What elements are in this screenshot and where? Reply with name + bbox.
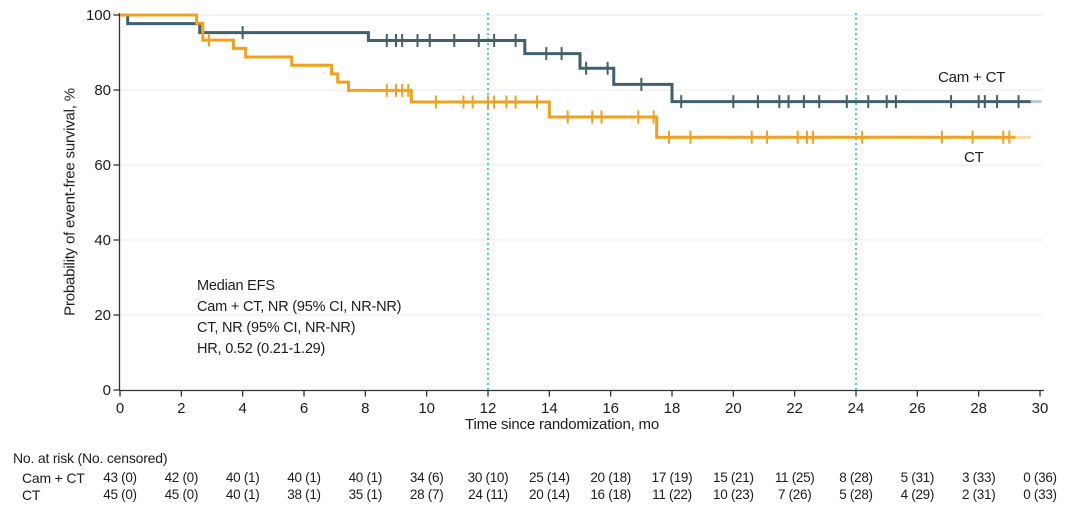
risk-cell: 40 (1) bbox=[225, 487, 260, 502]
reference-lines bbox=[487, 13, 858, 390]
risk-cell: 11 (25) bbox=[774, 470, 815, 485]
risk-cell: 28 (7) bbox=[409, 487, 444, 502]
x-tick-label: 16 bbox=[602, 400, 619, 417]
x-tick-label: 26 bbox=[909, 400, 926, 417]
risk-cell: 20 (18) bbox=[590, 470, 632, 485]
x-tick-label: 6 bbox=[300, 400, 308, 417]
risk-cell: 34 (6) bbox=[409, 470, 444, 485]
risk-cell: 4 (29) bbox=[900, 487, 935, 502]
risk-cell: 45 (0) bbox=[103, 487, 137, 502]
censor-ticks-cam-ct bbox=[241, 26, 1020, 109]
curve-label-ct: CT bbox=[964, 149, 984, 166]
risk-cell: 2 (31) bbox=[961, 487, 996, 502]
y-axis-label: Probability of event-free survival, % bbox=[61, 88, 79, 316]
y-tick-label: 0 bbox=[103, 382, 111, 399]
risk-cell: 3 (33) bbox=[961, 470, 996, 485]
risk-cell: 17 (19) bbox=[651, 470, 693, 485]
risk-table-header: No. at risk (No. censored) bbox=[13, 450, 168, 466]
risk-cell: 5 (28) bbox=[839, 487, 873, 502]
risk-cell: 35 (1) bbox=[348, 487, 383, 502]
risk-cell: 24 (11) bbox=[468, 487, 508, 502]
risk-row-label: Cam + CT bbox=[22, 470, 85, 486]
risk-cell: 16 (18) bbox=[590, 487, 632, 502]
x-tick-label: 4 bbox=[238, 400, 246, 417]
x-tick-label: 10 bbox=[418, 400, 435, 417]
survival-curve-cam-ct bbox=[120, 13, 1042, 109]
x-tick-label: 28 bbox=[970, 400, 987, 417]
risk-cell: 0 (36) bbox=[1023, 470, 1057, 485]
risk-cell: 8 (28) bbox=[839, 470, 873, 485]
curve-label-cam-ct: Cam + CT bbox=[938, 69, 1006, 86]
y-tick-label: 60 bbox=[94, 157, 111, 174]
y-tick-label: 100 bbox=[86, 7, 111, 24]
risk-cell: 0 (33) bbox=[1023, 487, 1057, 502]
risk-cell: 45 (0) bbox=[164, 487, 199, 502]
y-tick-label: 20 bbox=[94, 307, 111, 324]
gridlines bbox=[120, 14, 1043, 316]
censor-ticks-ct bbox=[207, 33, 1011, 144]
annotation-line-median-efs: Median EFS bbox=[197, 278, 275, 294]
survival-curve-ct bbox=[120, 13, 1031, 144]
annotation-line-hr: HR, 0.52 (0.21-1.29) bbox=[197, 341, 326, 357]
risk-cell: 40 (1) bbox=[225, 470, 260, 485]
x-tick-label: 22 bbox=[786, 400, 803, 417]
risk-cell: 15 (21) bbox=[712, 470, 754, 485]
risk-cell: 11 (22) bbox=[652, 487, 692, 502]
annotation-line-ct: CT, NR (95% CI, NR-NR) bbox=[197, 320, 356, 336]
risk-cell: 10 (23) bbox=[712, 487, 754, 502]
x-tick-label: 14 bbox=[541, 400, 558, 417]
risk-cell: 7 (26) bbox=[777, 487, 812, 502]
risk-cell: 40 (1) bbox=[287, 470, 321, 485]
x-tick-label: 30 bbox=[1032, 400, 1049, 417]
y-tick-label: 80 bbox=[94, 82, 111, 99]
annotation-line-cam-ct: Cam + CT, NR (95% CI, NR-NR) bbox=[197, 299, 402, 315]
x-tick-label: 20 bbox=[725, 400, 742, 417]
x-tick-label: 0 bbox=[116, 400, 124, 417]
risk-row-label: CT bbox=[22, 487, 41, 503]
risk-cell: 42 (0) bbox=[164, 470, 199, 485]
x-tick-label: 8 bbox=[361, 400, 369, 417]
risk-cell: 43 (0) bbox=[103, 470, 137, 485]
step-curve bbox=[120, 13, 1016, 139]
x-tick-label: 24 bbox=[848, 400, 865, 417]
risk-cell: 20 (14) bbox=[528, 487, 570, 502]
risk-cell: 25 (14) bbox=[528, 470, 570, 485]
x-tick-label: 12 bbox=[480, 400, 497, 417]
x-tick-label: 2 bbox=[177, 400, 185, 417]
step-curve bbox=[120, 13, 1031, 104]
x-axis-label: Time since randomization, mo bbox=[465, 416, 659, 433]
y-tick-label: 40 bbox=[94, 232, 111, 249]
median-efs-annotation: Median EFS Cam + CT, NR (95% CI, NR-NR) … bbox=[197, 276, 401, 360]
risk-cell: 5 (31) bbox=[900, 470, 935, 485]
risk-cell: 30 (10) bbox=[467, 470, 509, 485]
risk-cell: 40 (1) bbox=[348, 470, 383, 485]
risk-cell: 38 (1) bbox=[287, 487, 321, 502]
x-tick-label: 18 bbox=[664, 400, 681, 417]
